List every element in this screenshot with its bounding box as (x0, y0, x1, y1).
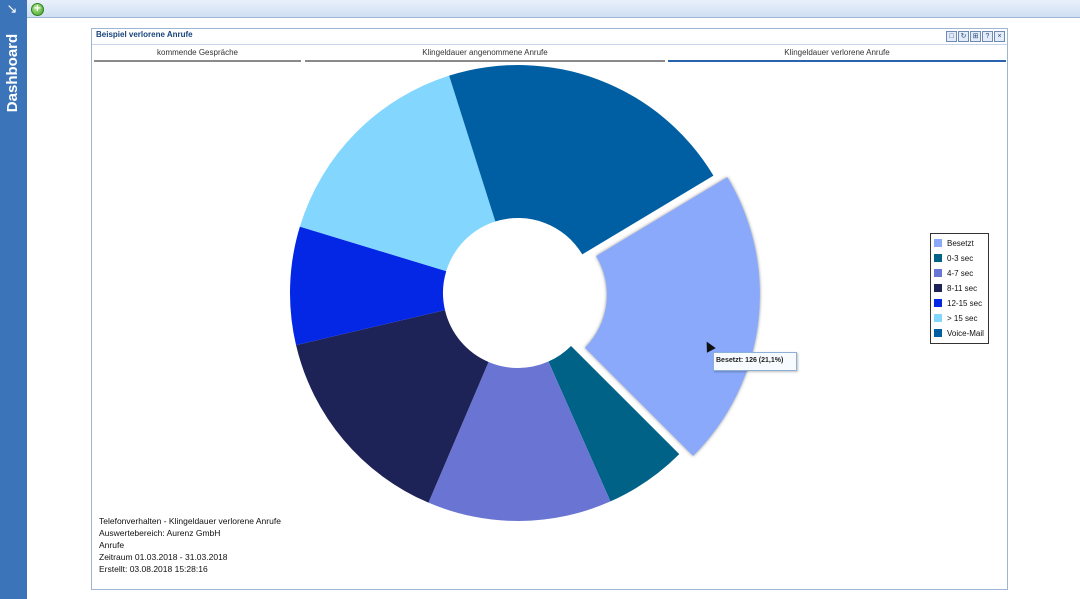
legend-swatch (934, 314, 942, 322)
info-period: Zeitraum 01.03.2018 - 31.03.2018 (99, 552, 228, 562)
slice-tooltip: Besetzt: 126 (21,1%) (713, 352, 797, 371)
legend-swatch (934, 284, 942, 292)
legend-item-besetzt: Besetzt (934, 237, 974, 249)
legend-swatch (934, 239, 942, 247)
legend-label: 12-15 sec (947, 298, 983, 308)
copy-icon[interactable]: □ (946, 31, 957, 42)
info-title: Telefonverhalten - Klingeldauer verloren… (99, 516, 281, 526)
legend-swatch (934, 254, 942, 262)
panel-header: Beispiel verlorene Anrufe □ ↻ ⊞ ? × (92, 29, 1007, 45)
close-icon[interactable]: × (994, 31, 1005, 42)
panel-tools: □ ↻ ⊞ ? × (946, 31, 1005, 42)
info-metric: Anrufe (99, 540, 125, 550)
legend-item-8-11-sec: 8-11 sec (934, 282, 977, 294)
pie-slice-besetzt[interactable] (584, 177, 760, 456)
legend-label: 4-7 sec (947, 268, 974, 278)
pie-slice-4-7-sec[interactable] (428, 361, 611, 521)
info-created: Erstellt: 03.08.2018 15:28:16 (99, 564, 208, 574)
legend-swatch (934, 299, 942, 307)
legend-label: > 15 sec (947, 313, 978, 323)
info-evaluation-area: Auswertebereich: Aurenz GmbH (99, 528, 221, 538)
legend-label: 0-3 sec (947, 253, 974, 263)
chart-information: Telefonverhalten - Klingeldauer verloren… (99, 515, 281, 575)
pie-slice-15-sec[interactable] (299, 75, 496, 272)
chart-legend: Besetzt 0-3 sec 4-7 sec 8-11 sec 12-15 s… (930, 233, 989, 344)
legend-label: Besetzt (947, 238, 974, 248)
add-icon[interactable]: + (31, 3, 44, 16)
print-icon[interactable]: ⊞ (970, 31, 981, 42)
legend-item-4-7-sec: 4-7 sec (934, 267, 973, 279)
top-toolbar: + (27, 0, 1080, 18)
legend-item-15-plus-sec: > 15 sec (934, 312, 977, 324)
legend-item-12-15-sec: 12-15 sec (934, 297, 982, 309)
refresh-icon[interactable]: ↻ (958, 31, 969, 42)
legend-swatch (934, 329, 942, 337)
panel-title: Beispiel verlorene Anrufe (96, 30, 193, 39)
tab-klingeldauer-verlorene-anrufe[interactable]: Klingeldauer verlorene Anrufe (668, 47, 1006, 62)
pie-slice-voice-mail[interactable] (449, 65, 714, 255)
help-icon[interactable]: ? (982, 31, 993, 42)
tab-klingeldauer-angenommene-anrufe[interactable]: Klingeldauer angenommene Anrufe (305, 47, 665, 62)
collapse-arrow-icon[interactable]: ↘ (6, 2, 18, 17)
pie-slice-0-3-sec[interactable] (548, 346, 680, 502)
pie-slice-8-11-sec[interactable] (296, 310, 489, 503)
legend-label: Voice-Mail (947, 328, 984, 338)
legend-swatch (934, 269, 942, 277)
pie-slice-12-15-sec[interactable] (289, 226, 447, 346)
dashboard-sidebar[interactable]: ↘ Dashboard (0, 0, 27, 599)
tab-kommende-gespraeche[interactable]: kommende Gespräche (94, 47, 301, 62)
legend-item-voice-mail: Voice-Mail (934, 327, 984, 339)
legend-label: 8-11 sec (947, 283, 978, 293)
legend-item-0-3-sec: 0-3 sec (934, 252, 973, 264)
